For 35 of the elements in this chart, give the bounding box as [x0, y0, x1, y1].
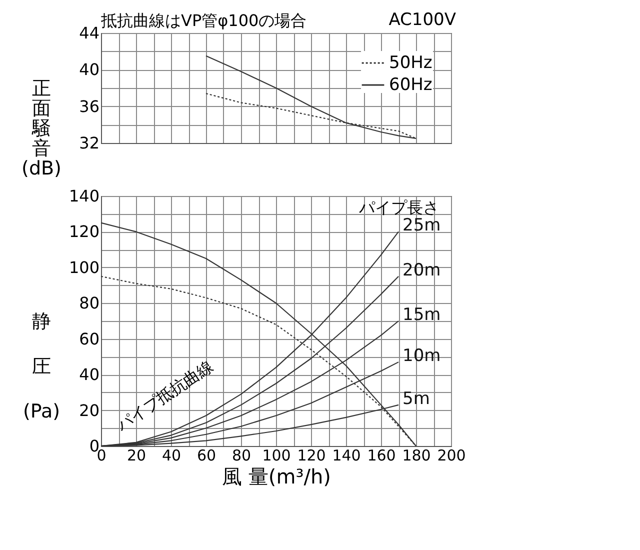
- y-tick-label: 40: [79, 365, 100, 384]
- y-tick-label: 36: [79, 96, 100, 116]
- y-axis-title: 正面騒音(dB): [22, 78, 62, 180]
- x-tick-label: 120: [297, 446, 326, 464]
- annotation: パイプ長さ: [358, 198, 439, 217]
- y-tick-label: 100: [68, 258, 100, 277]
- y-tick-label: 32: [79, 134, 100, 152]
- x-axis-title: 風 量(m³/h): [222, 464, 331, 488]
- x-tick-label: 180: [402, 446, 431, 464]
- annotation: パイプ抵抗曲線: [112, 356, 216, 436]
- legend-label: 60Hz: [389, 75, 432, 95]
- series-label: 15m: [402, 305, 441, 325]
- text: 静圧(Pa): [22, 310, 60, 422]
- legend-label: 50Hz: [389, 53, 432, 73]
- y-tick-label: 80: [79, 294, 100, 313]
- x-tick-label: 80: [232, 446, 252, 464]
- y-tick-label: 140: [68, 186, 100, 206]
- x-tick-label: 140: [332, 446, 361, 464]
- series-label: 10m: [402, 346, 441, 366]
- y-tick-label: 120: [68, 222, 100, 242]
- series-label: 5m: [402, 388, 430, 409]
- x-tick-label: 100: [262, 446, 291, 464]
- chart-title: 抵抗曲線はVP管φ100の場合: [100, 11, 307, 30]
- y-tick-label: 60: [79, 329, 100, 348]
- y-tick-label: 20: [79, 400, 100, 420]
- series-label: 25m: [402, 216, 441, 236]
- text: AC100V: [388, 10, 456, 30]
- x-tick-label: 20: [126, 446, 146, 464]
- x-tick-label: 160: [367, 446, 396, 464]
- x-tick-label: 60: [196, 446, 216, 464]
- x-tick-label: 40: [162, 446, 182, 464]
- x-tick-label: 200: [437, 446, 466, 464]
- y-tick-label: 40: [79, 60, 100, 80]
- y-tick-label: 44: [79, 24, 100, 42]
- series-label: 20m: [402, 260, 441, 280]
